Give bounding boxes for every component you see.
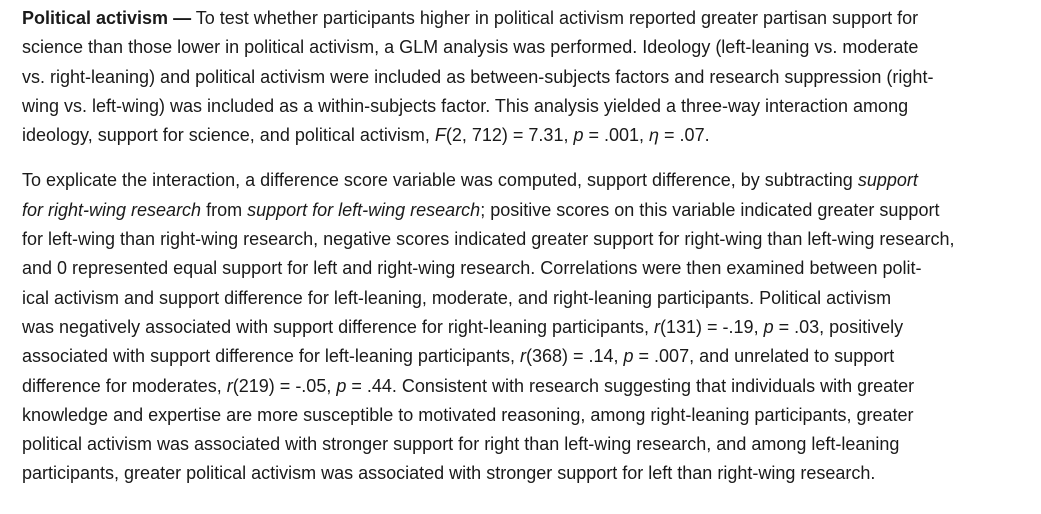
text-run: (219) = -.05, — [232, 375, 337, 396]
paragraph-political-activism: Political activism — To test whether par… — [22, 4, 1021, 150]
italic-term: η — [649, 125, 660, 146]
text-line: and 0 represented equal support for left… — [22, 254, 1021, 283]
italic-term: support for left-wing research — [247, 199, 481, 220]
italic-term: for right-wing research — [22, 199, 202, 220]
text-line: vs. right-leaning) and political activis… — [22, 63, 1021, 92]
text-run: political activism was associated with s… — [22, 434, 900, 455]
text-run: = .44. Consistent with research suggesti… — [346, 375, 915, 396]
text-run: from — [201, 199, 248, 220]
text-run: science than those lower in political ac… — [22, 37, 919, 58]
text-run: and 0 represented equal support for left… — [22, 258, 922, 279]
text-line: knowledge and expertise are more suscept… — [22, 401, 1021, 430]
text-run: wing vs. left-wing) was included as a wi… — [22, 95, 909, 116]
italic-term: p — [336, 375, 347, 396]
italic-term: r — [226, 375, 233, 396]
text-run: vs. right-leaning) and political activis… — [22, 66, 934, 87]
text-run: ideology, support for science, and polit… — [22, 125, 435, 146]
text-line: science than those lower in political ac… — [22, 33, 1021, 62]
text-line: political activism was associated with s… — [22, 430, 1021, 459]
text-line: for right-wing research from support for… — [22, 196, 1021, 225]
text-line: participants, greater political activism… — [22, 459, 1021, 488]
text-line: associated with support difference for l… — [22, 342, 1021, 371]
text-run: ical activism and support difference for… — [22, 287, 892, 308]
text-run: associated with support difference for l… — [22, 346, 520, 367]
italic-term: F — [434, 125, 446, 146]
italic-term: p — [573, 125, 584, 146]
section-heading: Political activism — — [22, 8, 192, 28]
italic-term: support — [857, 170, 918, 191]
text-run: participants, greater political activism… — [22, 463, 876, 484]
paragraph-interaction-explication: To explicate the interaction, a differen… — [22, 166, 1021, 488]
text-line: To explicate the interaction, a differen… — [22, 166, 1021, 195]
text-line: for left-wing than right-wing research, … — [22, 225, 1021, 254]
text-run: knowledge and expertise are more suscept… — [22, 404, 914, 425]
italic-term: p — [623, 346, 634, 367]
text-line: ideology, support for science, and polit… — [22, 121, 1021, 150]
text-run: To explicate the interaction, a differen… — [22, 170, 858, 191]
text-run: To test whether participants higher in p… — [191, 8, 919, 28]
italic-term: p — [763, 316, 774, 337]
text-line: was negatively associated with support d… — [22, 313, 1021, 342]
text-run: for left-wing than right-wing research, … — [22, 229, 955, 250]
text-run: difference for moderates, — [22, 375, 227, 396]
text-run: = .007, and unrelated to support — [633, 346, 895, 367]
text-run: was negatively associated with support d… — [22, 316, 655, 337]
text-run: = .001, — [583, 125, 650, 146]
text-line: difference for moderates, r(219) = -.05,… — [22, 372, 1021, 401]
text-line: wing vs. left-wing) was included as a wi… — [22, 92, 1021, 121]
text-run: ; positive scores on this variable indic… — [480, 199, 940, 220]
text-run: (368) = .14, — [525, 346, 624, 367]
text-run: = .03, positively — [773, 316, 904, 337]
text-run: (131) = -.19, — [660, 316, 764, 337]
text-line: ical activism and support difference for… — [22, 284, 1021, 313]
text-run: (2, 712) = 7.31, — [445, 125, 574, 146]
italic-term: r — [519, 346, 526, 367]
text-line: Political activism — To test whether par… — [22, 4, 1021, 33]
text-run: = .07. — [659, 125, 710, 146]
italic-term: r — [654, 316, 661, 337]
